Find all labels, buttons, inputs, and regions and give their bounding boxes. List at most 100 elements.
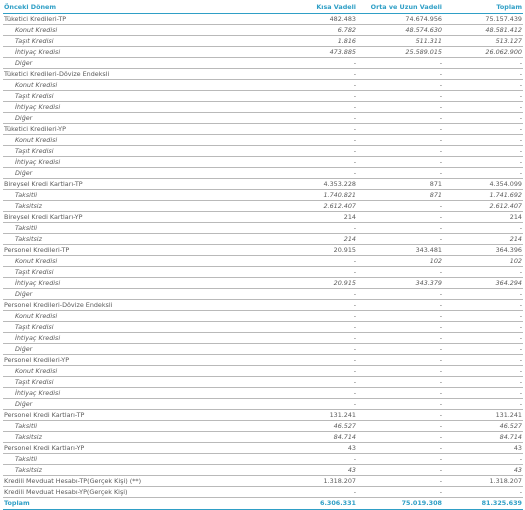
row-long-term: - [357,266,443,278]
row-total: 214 [443,211,523,223]
row-long-term: - [357,200,443,212]
row-label: Personel Kredileri-TP [3,244,265,256]
row-total: 364.294 [443,277,523,289]
row-long-term: - [357,409,443,421]
row-label: Tüketici Kredileri-TP [3,13,265,25]
row-long-term: - [357,354,443,366]
row-short-term: - [265,68,357,80]
row-long-term: - [357,79,443,91]
row-total: - [443,222,523,234]
table-row: Kredili Mevduat Hesabı-YP(Gerçek Kişi) - -… [3,486,523,498]
row-short-term: - [265,90,357,102]
row-long-term: - [357,299,443,311]
row-label: Taşıt Kredisi [3,145,265,157]
row-long-term: - [357,486,443,498]
row-total: 364.396 [443,244,523,256]
table-row: Diğer - - - [3,57,523,69]
row-long-term: - [357,167,443,179]
table-row: Diğer - - - [3,167,523,179]
row-short-term: - [265,376,357,388]
row-label: Bireysel Kredi Kartları-TP [3,178,265,190]
row-total: 513.127 [443,35,523,47]
row-long-term: - [357,101,443,113]
row-label: Konut Kredisi [3,255,265,267]
row-total: - [443,365,523,377]
row-total: 214 [443,233,523,245]
row-short-term: - [265,365,357,377]
row-label: Konut Kredisi [3,79,265,91]
row-short-term: 43 [265,442,357,454]
table-row: Taşıt Kredisi - - - [3,321,523,333]
row-long-term: - [357,376,443,388]
row-short-term: 473.885 [265,46,357,58]
table-row: Diğer - - - [3,288,523,300]
row-label: Personel Kredileri-Dövize Endeksli [3,299,265,311]
row-total: - [443,101,523,113]
row-total: - [443,486,523,498]
row-short-term: - [265,123,357,135]
row-long-term: - [357,156,443,168]
row-long-term: - [357,321,443,333]
row-total: - [443,332,523,344]
row-long-term: - [357,365,443,377]
row-short-term: - [265,321,357,333]
row-short-term: 4.353.228 [265,178,357,190]
row-total: - [443,68,523,80]
row-short-term: - [265,112,357,124]
row-total: 102 [443,255,523,267]
row-short-term: - [265,167,357,179]
row-long-term: - [357,123,443,135]
row-short-term: 20.915 [265,277,357,289]
row-label: Diğer [3,167,265,179]
row-total: 1.741.692 [443,189,523,201]
row-label: Taksitsiz [3,200,265,212]
row-label: Personel Kredi Kartları-TP [3,409,265,421]
table-row: İhtiyaç Kredisi - - - [3,101,523,113]
row-total: 4.354.099 [443,178,523,190]
row-total: - [443,112,523,124]
row-total: - [443,288,523,300]
row-label: Taşıt Kredisi [3,321,265,333]
row-long-term: - [357,112,443,124]
table-row: Bireysel Kredi Kartları-TP 4.353.228 871 4.… [3,178,523,190]
row-label: Taksitli [3,453,265,465]
table-row: Konut Kredisi - - - [3,310,523,322]
row-long-term: - [357,475,443,487]
row-total: - [443,398,523,410]
row-label: Konut Kredisi [3,365,265,377]
row-short-term: 214 [265,233,357,245]
row-long-term: 871 [357,178,443,190]
row-short-term: - [265,134,357,146]
table-row: İhtiyaç Kredisi 20.915 343.379 364.294 [3,277,523,289]
row-total: - [443,79,523,91]
row-short-term: 214 [265,211,357,223]
row-label: Tüketici Kredileri-YP [3,123,265,135]
row-long-term: 25.589.015 [357,46,443,58]
row-label: Konut Kredisi [3,310,265,322]
row-long-term: 102 [357,255,443,267]
row-label: Diğer [3,343,265,355]
table-row: Taşıt Kredisi - - - [3,266,523,278]
row-short-term: 1.740.821 [265,189,357,201]
table-row: Personel Kredi Kartları-YP 43-43 [3,442,523,454]
row-long-term: - [357,442,443,454]
table-row: İhtiyaç Kredisi 473.885 25.589.015 26.062.9… [3,46,523,58]
row-long-term: - [357,57,443,69]
row-total: - [443,299,523,311]
row-short-term: - [265,101,357,113]
row-label: Taksitli [3,420,265,432]
row-long-term: 48.574.630 [357,24,443,36]
row-short-term: 131.241 [265,409,357,421]
row-long-term: - [357,222,443,234]
row-short-term: - [265,222,357,234]
row-long-term: 871 [357,189,443,201]
row-short-term: - [265,145,357,157]
row-long-term: - [357,332,443,344]
table-row: Personel Kredileri-YP - - - [3,354,523,366]
table-row: Taşıt Kredisi 1.816 511.311 513.127 [3,35,523,47]
row-label: Tüketici Kredileri-Dövize Endeksli [3,68,265,80]
row-total: 1.318.207 [443,475,523,487]
row-short-term: 482.483 [265,13,357,25]
table-row: Diğer - - - [3,398,523,410]
row-short-term: 43 [265,464,357,476]
